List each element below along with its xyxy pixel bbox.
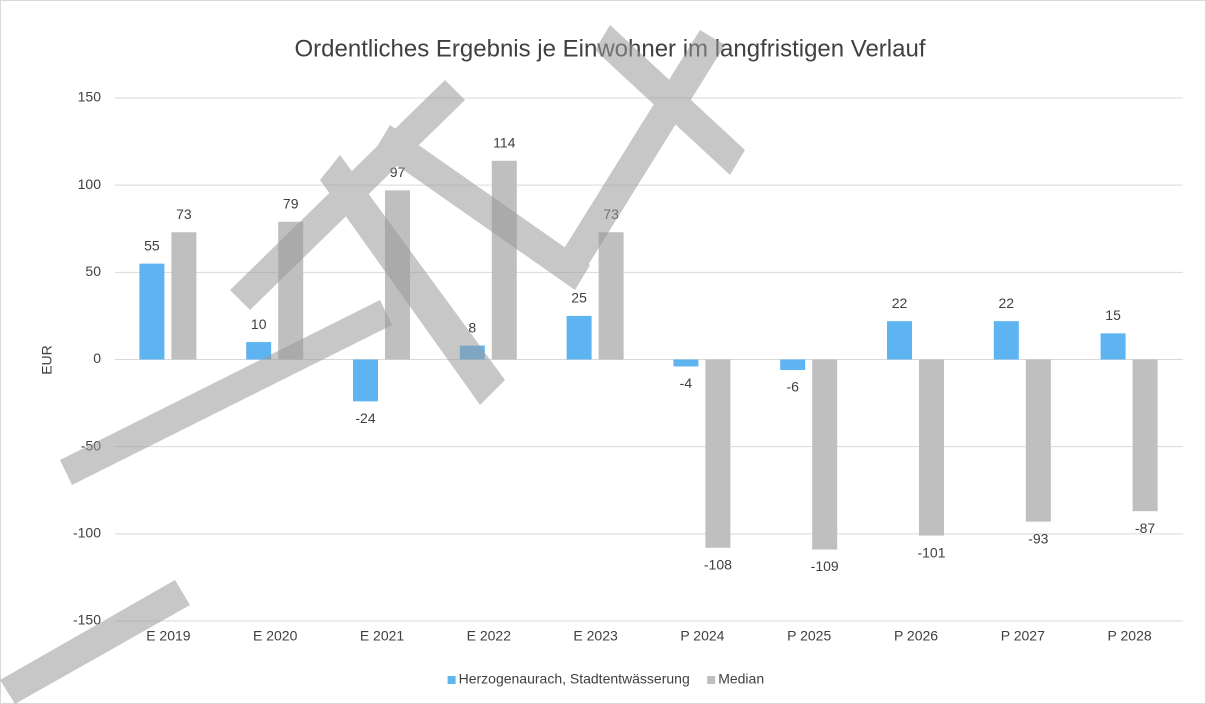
- bar: [353, 359, 378, 402]
- y-tick-label: 0: [93, 350, 101, 366]
- bar: [566, 315, 592, 360]
- bar: [171, 232, 197, 360]
- data-label: 22: [892, 295, 908, 311]
- x-tick-label: P 2024: [680, 628, 724, 644]
- data-label: -109: [811, 558, 839, 574]
- data-label: 114: [493, 134, 516, 150]
- y-tick-label: -150: [73, 612, 101, 628]
- legend-swatch: [447, 676, 456, 684]
- data-label: 15: [1105, 307, 1121, 323]
- bar: [705, 359, 731, 548]
- x-tick-label: P 2026: [894, 628, 938, 644]
- data-label: 73: [176, 206, 192, 222]
- data-label: 55: [144, 237, 160, 253]
- x-tick-label: E 2021: [360, 628, 405, 644]
- legend-swatch: [707, 676, 716, 684]
- bar: [919, 359, 944, 536]
- watermark: [0, 25, 745, 704]
- y-axis-label: EUR: [39, 345, 55, 375]
- bar: [246, 342, 272, 360]
- bar: [812, 359, 838, 550]
- bar: [887, 321, 912, 360]
- y-tick-label: 100: [78, 176, 102, 192]
- y-tick-label: 50: [85, 263, 101, 279]
- data-label: -24: [355, 410, 375, 426]
- data-label: 10: [251, 316, 267, 332]
- x-tick-label: P 2025: [787, 628, 831, 644]
- x-tick-label: E 2019: [146, 628, 191, 644]
- bar: [993, 321, 1019, 360]
- bar: [1132, 359, 1158, 512]
- bar: [598, 232, 624, 360]
- x-tick-label: P 2028: [1108, 628, 1152, 644]
- data-label: -93: [1028, 530, 1048, 546]
- data-label: -101: [917, 544, 945, 560]
- data-label: -6: [786, 379, 799, 395]
- data-label: 25: [571, 290, 587, 306]
- bar: [1025, 359, 1051, 522]
- data-label: -4: [680, 375, 693, 391]
- data-label: 22: [999, 295, 1015, 311]
- x-tick-label: E 2022: [467, 628, 512, 644]
- data-label: 8: [468, 319, 476, 335]
- bar: [780, 359, 806, 370]
- bar: [1100, 333, 1126, 360]
- legend-label: Median: [718, 671, 764, 687]
- data-label: 79: [283, 195, 299, 211]
- bar: [491, 160, 517, 360]
- x-tick-label: P 2027: [1001, 628, 1045, 644]
- y-tick-label: 150: [78, 89, 102, 105]
- bar: [139, 263, 165, 360]
- data-label: -87: [1135, 520, 1155, 536]
- legend-label: Herzogenaurach, Stadtentwässerung: [459, 671, 690, 687]
- y-tick-label: -100: [73, 525, 101, 541]
- bar: [673, 359, 699, 367]
- data-label: -108: [704, 556, 732, 572]
- x-tick-label: E 2023: [573, 628, 618, 644]
- x-tick-label: E 2020: [253, 628, 298, 644]
